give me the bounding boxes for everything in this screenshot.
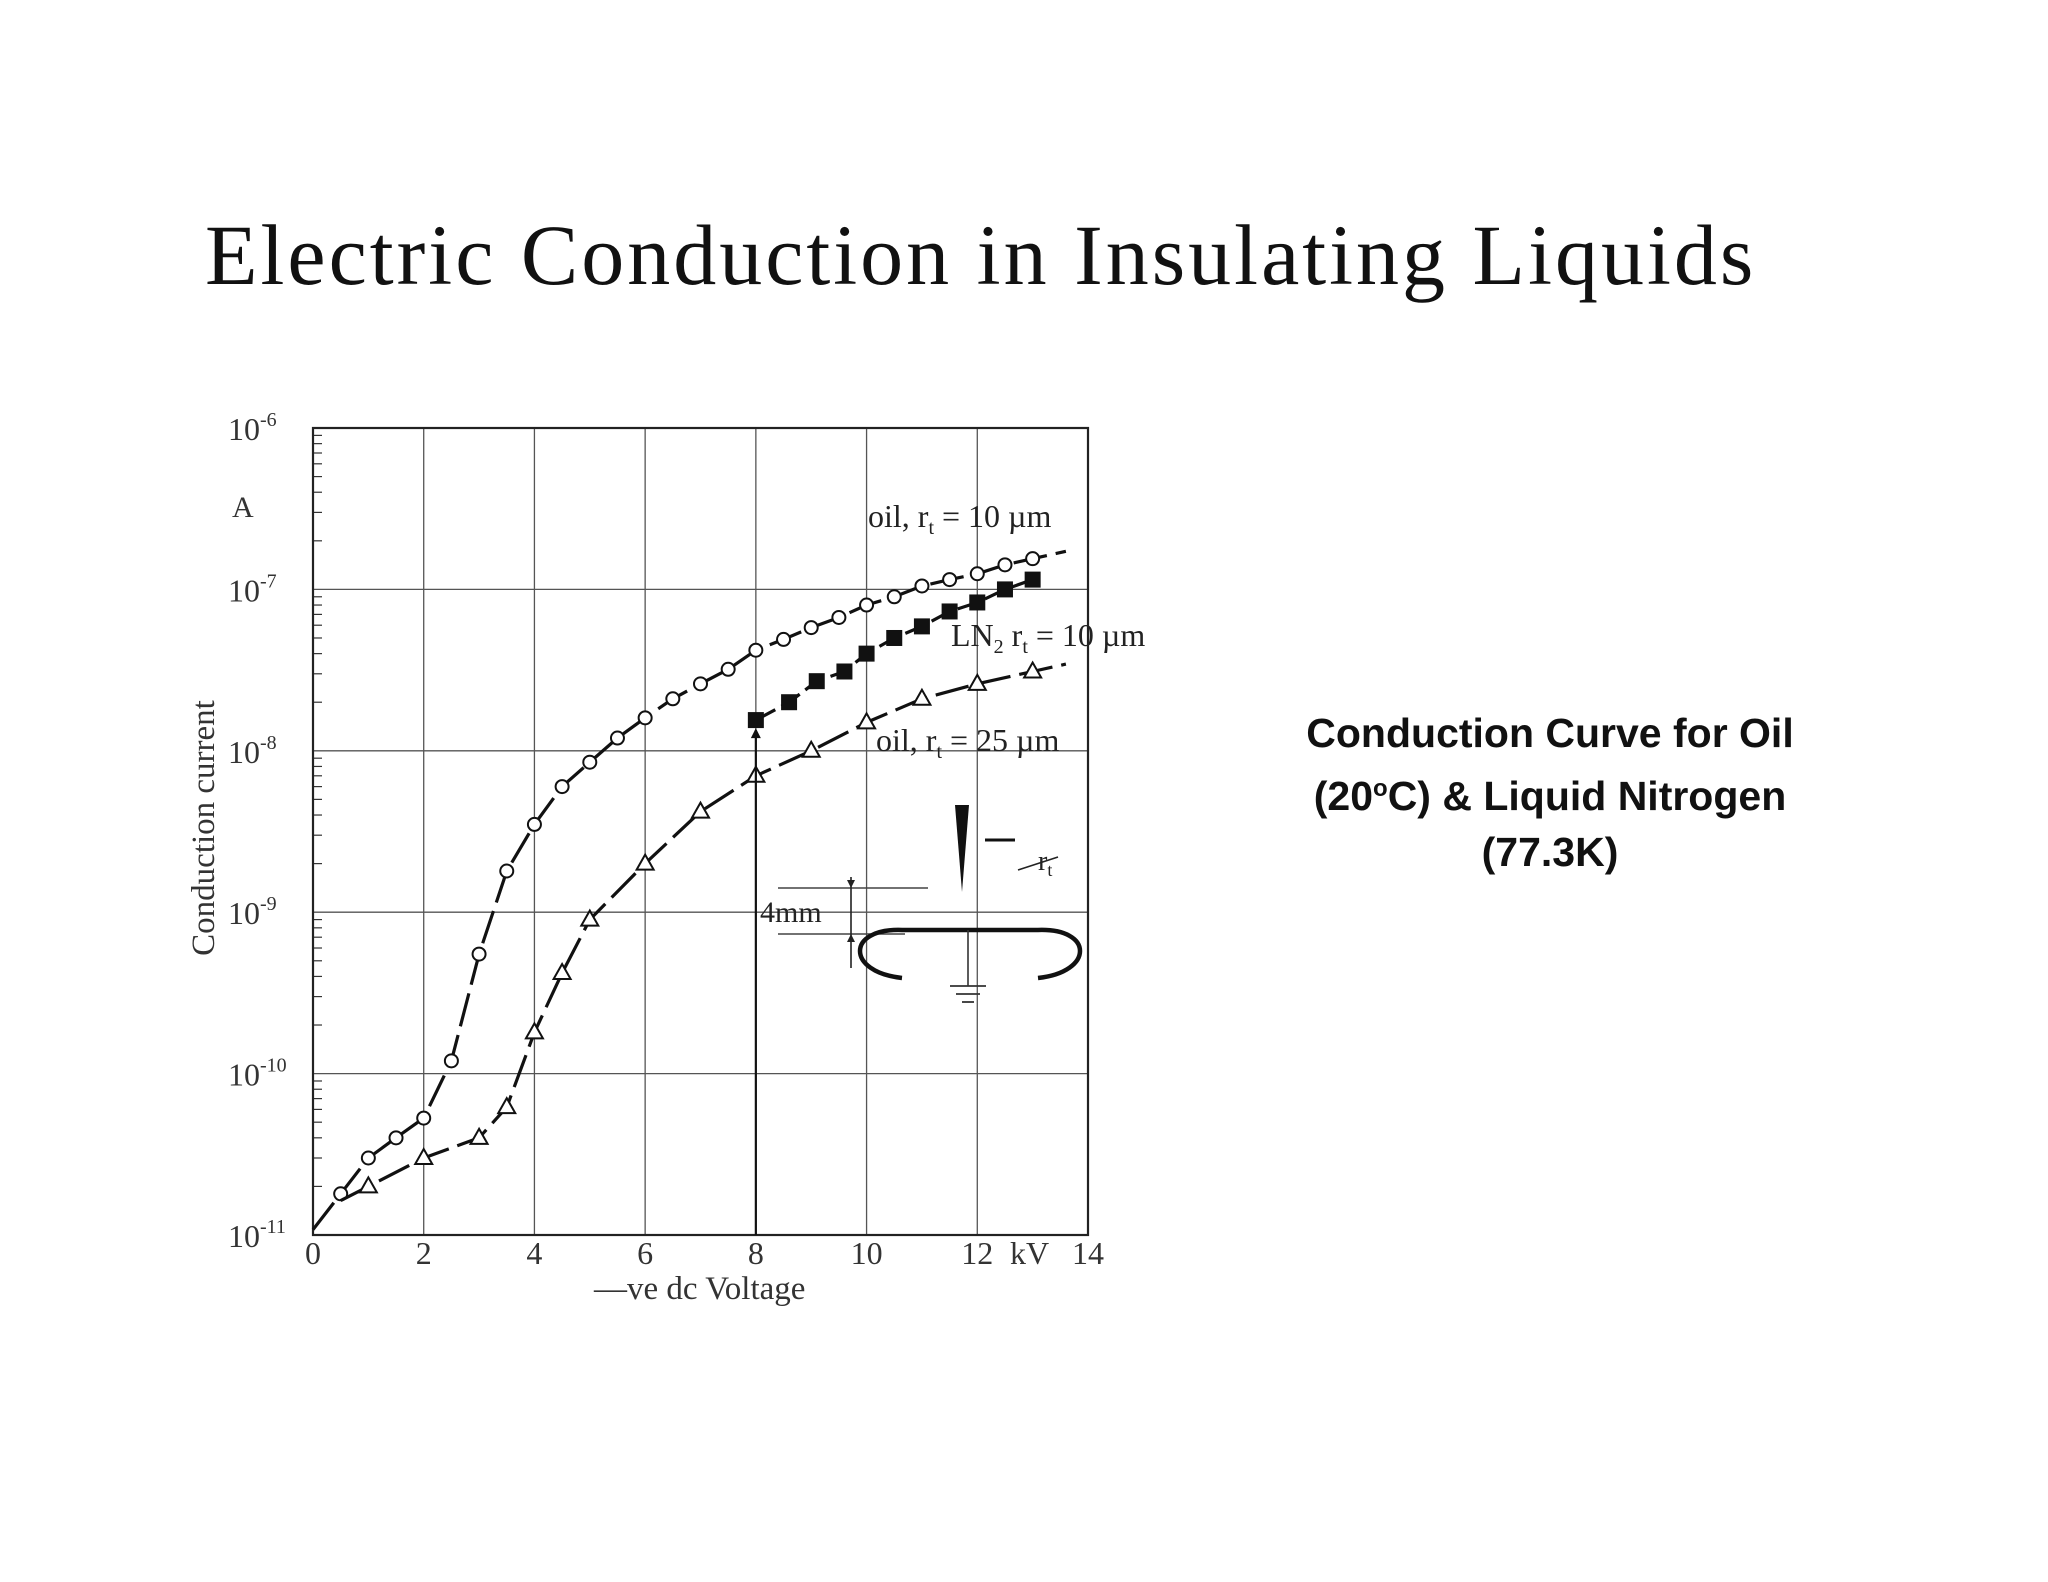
data-point-square [1024, 571, 1041, 588]
gap-label: 4mm [760, 896, 822, 929]
data-point-triangle [690, 800, 711, 819]
data-point-circle [776, 631, 792, 647]
y-tick-label: 10-6 [228, 409, 277, 447]
chart-caption: Conduction Curve for Oil (20oC) & Liquid… [1230, 705, 1870, 880]
data-point-circle [720, 661, 736, 677]
caption-line-1: Conduction Curve for Oil [1306, 710, 1794, 756]
data-point-circle [637, 710, 653, 726]
data-point-circle [886, 589, 902, 605]
y-tick-label: 10-9 [228, 893, 277, 931]
data-point-circle [416, 1110, 432, 1126]
y-tick-label: 10-7 [228, 570, 277, 608]
x-tick-label: 14 [1072, 1235, 1104, 1271]
data-point-triangle [551, 961, 573, 981]
caption-line-2: (20oC) & Liquid Nitrogen [1313, 773, 1787, 819]
y-tick-label: 10-10 [228, 1055, 287, 1093]
series-label-oil-10: oil, rt = 10 µm [868, 498, 1051, 539]
x-tick-label: 12 [961, 1235, 993, 1271]
data-point-triangle [856, 711, 877, 730]
chart-series [311, 549, 1067, 1235]
tip-radius-leader [1017, 856, 1059, 871]
x-tick-label: 6 [637, 1235, 653, 1271]
data-point-square [836, 663, 853, 680]
data-point-circle [803, 620, 819, 636]
data-point-circle [748, 642, 764, 658]
data-point-circle [942, 572, 958, 588]
x-tick-label: 8 [748, 1235, 764, 1271]
data-point-square [747, 712, 764, 729]
series-line [311, 549, 1067, 1231]
data-point-circle [1025, 551, 1041, 567]
slide-title: Electric Conduction in Insulating Liquid… [205, 207, 1757, 303]
data-point-triangle [634, 852, 656, 871]
x-tick-label: 0 [305, 1235, 321, 1271]
series-triangle [339, 660, 1067, 1203]
data-point-circle [693, 676, 708, 692]
data-point-triangle [358, 1175, 379, 1194]
x-tick-label: 4 [526, 1235, 542, 1271]
data-point-circle [526, 816, 542, 832]
data-point-square [941, 603, 958, 620]
data-point-circle [554, 779, 570, 795]
data-point-circle [388, 1130, 404, 1146]
caption-line-3: (77.3K) [1481, 829, 1619, 875]
data-point-circle [582, 754, 598, 770]
series-circle [311, 549, 1067, 1231]
x-tick-label: 10 [851, 1235, 883, 1271]
y-tick-label: 10-8 [228, 732, 277, 770]
chart-ticks [313, 434, 322, 1188]
series-square [747, 571, 1041, 729]
chart-labels: 0 2 4 6 8 10 12 14 10-11 10-10 10-9 10-8 10-7 10-6 [228, 409, 1104, 1271]
data-point-square [996, 581, 1013, 598]
data-point-circle [831, 609, 847, 625]
data-point-triangle [1022, 660, 1043, 679]
data-point-circle [859, 597, 875, 613]
gap-arrowhead-bottom [847, 934, 855, 942]
data-point-circle [609, 730, 625, 746]
data-point-square [913, 618, 930, 635]
data-point-circle [499, 863, 515, 879]
needle-electrode [955, 805, 969, 892]
plane-electrode [857, 927, 1083, 981]
data-point-square [969, 594, 986, 611]
data-point-triangle [579, 908, 601, 927]
series-label-ln2-10: LN2 rt = 10 µm [951, 617, 1145, 658]
data-point-triangle [911, 687, 933, 706]
y-axis-label: Conduction current [186, 700, 222, 956]
x-axis-label: —ve dc Voltage [593, 1271, 805, 1307]
plot-frame [311, 426, 1090, 1237]
tip-radius-label: rt [1038, 846, 1052, 880]
gap-arrowhead-top [847, 880, 855, 888]
data-point-triangle [524, 1021, 545, 1040]
electrode-inset: rt 4mm [760, 805, 1083, 1003]
data-point-square [781, 694, 798, 711]
data-point-circle [360, 1150, 376, 1166]
data-point-circle [969, 566, 985, 582]
x-tick-label: 2 [416, 1235, 432, 1271]
data-point-triangle [800, 739, 822, 758]
y-tick-label: 10-11 [228, 1216, 286, 1254]
data-point-square [886, 629, 903, 646]
data-point-circle [914, 578, 930, 594]
data-point-triangle [496, 1096, 517, 1115]
series-label-oil-25: oil, rt = 25 µm [876, 722, 1059, 763]
data-point-circle [665, 691, 681, 707]
data-point-square [858, 645, 875, 662]
data-point-triangle [967, 672, 988, 691]
ln2-start-arrowhead [750, 728, 761, 739]
data-point-circle [443, 1053, 459, 1069]
data-point-square [808, 673, 825, 690]
data-point-circle [471, 946, 487, 962]
data-point-triangle [413, 1146, 434, 1165]
data-point-circle [997, 557, 1013, 573]
data-point-triangle [468, 1126, 490, 1145]
x-axis-unit: kV [1010, 1235, 1049, 1271]
y-axis-unit: A [232, 491, 254, 524]
